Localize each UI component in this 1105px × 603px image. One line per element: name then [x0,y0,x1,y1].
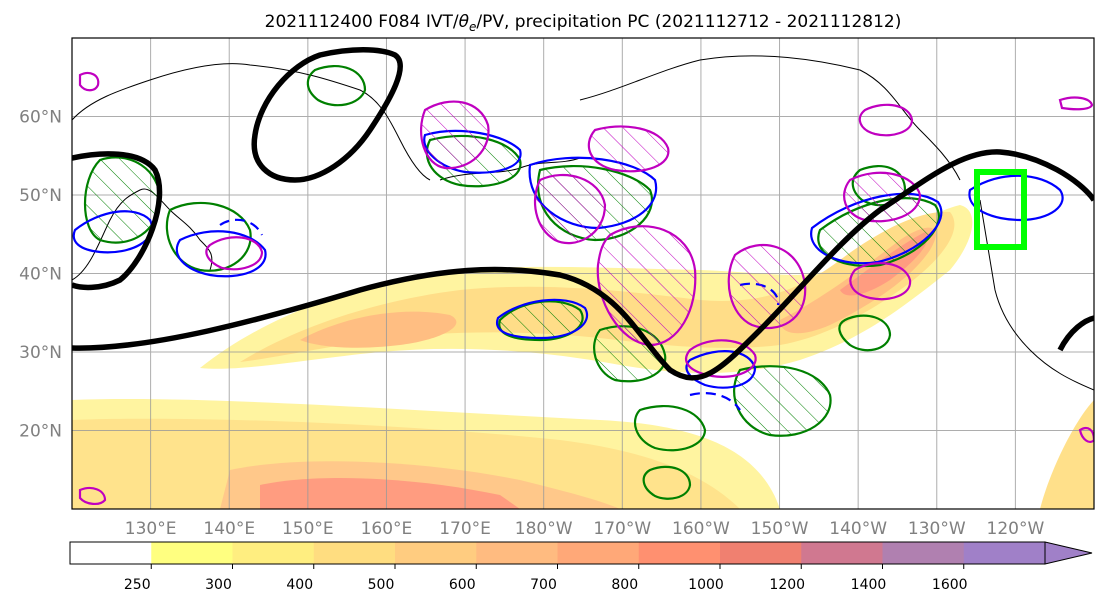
colorbar-level-label: 400 [286,577,313,593]
colorbar-extend-arrow [1044,541,1093,565]
lon-tick-label: 170°W [593,519,651,539]
title-prefix: 2021112400 F084 IVT/ [265,12,459,32]
colorbar-swatch [395,542,477,564]
lon-tick-label: 160°W [672,519,730,539]
colorbar-level-label: 1400 [851,577,887,593]
lon-tick-label: 120°W [987,519,1045,539]
lon-tick-label: 130°E [125,519,177,539]
colorbar-swatch [720,542,802,564]
lat-tick-label: 50°N [19,186,62,206]
title-suffix: /PV, precipitation PC (2021112712 - 2021… [476,12,901,32]
lon-tick-label: 150°W [751,519,809,539]
colorbar-level-label: 300 [205,577,232,593]
colorbar-swatch [557,542,640,564]
colorbar-level-label: 500 [368,577,395,593]
lon-tick-label: 140°E [203,519,255,539]
lon-tick-label: 180°W [515,519,573,539]
colorbar [69,541,1093,565]
colorbar-swatch [638,542,721,564]
title-theta-sub: e [469,20,476,34]
target-box [974,169,1027,250]
colorbar-swatch [963,542,1046,564]
colorbar-labels: 250 300 400 500 600 700 800 1000 1200 1400 1600 [124,564,968,593]
colorbar-swatch [232,542,315,564]
lat-tick-label: 20°N [19,422,62,442]
map-frame [71,37,1095,510]
precip-contours [78,71,1094,505]
colorbar-level-label: 1200 [769,577,805,593]
colorbar-swatch [801,542,883,564]
lon-tick-label: 140°W [829,519,887,539]
colorbar-swatch [313,542,396,564]
lon-tick-label: 160°E [361,519,413,539]
lon-tick-label: 150°E [282,519,334,539]
lat-tick-label: 40°N [19,265,62,285]
lon-labels: 130°E 140°E 150°E 160°E 170°E 180°W 170°W 160°W… [125,519,1045,539]
colorbar-swatch [151,542,233,564]
colorbar-level-label: 700 [530,577,557,593]
chart-title: 2021112400 F084 IVT/θe/PV, precipitation… [265,12,902,34]
pv-contours [72,47,1094,381]
colorbar-level-label: 1600 [932,577,968,593]
title-theta: θ [459,12,470,32]
colorbar-swatch [882,542,965,564]
colorbar-level-label: 600 [449,577,476,593]
colorbar-swatch [70,542,152,564]
lat-tick-label: 30°N [19,343,62,363]
lon-tick-label: 130°W [908,519,966,539]
colorbar-level-label: 1000 [688,577,724,593]
lat-labels: 20°N 30°N 40°N 50°N 60°N [19,108,62,442]
colorbar-level-label: 250 [124,577,151,593]
colorbar-level-label: 800 [611,577,638,593]
colorbar-swatch [476,542,558,564]
lat-tick-label: 60°N [19,108,62,128]
map-panel [72,38,1094,509]
lon-tick-label: 170°E [439,519,491,539]
